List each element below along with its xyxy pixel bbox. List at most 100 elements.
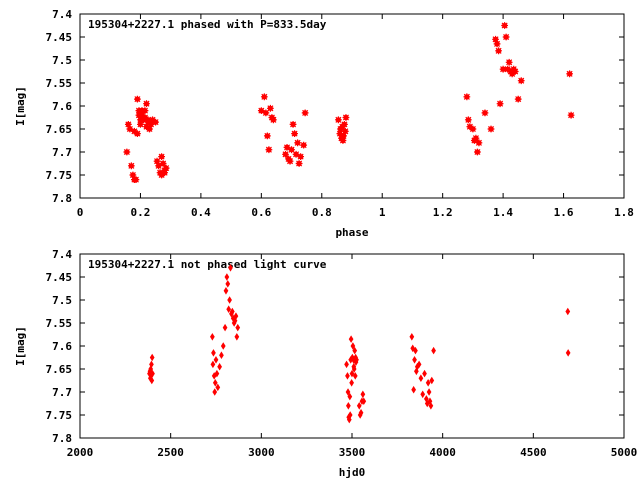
data-point [286, 157, 294, 165]
y-tick-label: 7.5 [52, 54, 72, 67]
x-tick-label: 2000 [67, 446, 94, 459]
data-point [294, 139, 301, 147]
data-point [360, 390, 366, 399]
x-tick-label: 2500 [157, 446, 184, 459]
y-tick-label: 7.65 [46, 363, 73, 376]
data-point [219, 351, 224, 359]
data-point [217, 362, 222, 371]
data-point [152, 118, 159, 126]
data-point [566, 70, 573, 78]
data-point [349, 379, 354, 387]
y-tick-label: 7.45 [46, 271, 73, 284]
data-point [429, 376, 435, 385]
y-tick-label: 7.7 [52, 386, 72, 399]
data-point [428, 402, 434, 410]
data-point [162, 164, 170, 172]
data-point [352, 346, 358, 355]
y-tick-label: 7.45 [46, 31, 73, 44]
x-tick-label: 0.4 [191, 206, 211, 219]
x-tick-label: 4500 [520, 446, 547, 459]
data-point [223, 287, 229, 295]
y-tick-label: 7.4 [52, 8, 72, 21]
data-point [224, 273, 230, 281]
data-point [341, 121, 348, 128]
data-point [134, 95, 141, 103]
data-point [426, 388, 432, 396]
y-tick-label: 7.4 [52, 248, 72, 261]
data-point [282, 150, 289, 158]
x-axis-label: hjd0 [339, 466, 366, 479]
data-point [234, 333, 240, 341]
data-point [348, 335, 354, 343]
data-point [511, 68, 519, 75]
data-point [342, 114, 350, 121]
data-point [149, 376, 155, 385]
x-tick-label: 1.2 [433, 206, 453, 219]
data-point [233, 312, 239, 320]
y-tick-label: 7.75 [46, 169, 73, 182]
data-point [210, 333, 215, 341]
y-tick-label: 7.55 [46, 317, 73, 330]
data-point [144, 118, 152, 126]
data-point [270, 116, 277, 124]
y-axis-label: I[mag] [14, 326, 27, 366]
y-tick-label: 7.75 [46, 409, 73, 422]
data-point [413, 346, 418, 355]
x-axis-label: phase [335, 226, 368, 239]
data-point [210, 360, 216, 369]
data-point [127, 162, 135, 170]
x-tick-label: 1 [379, 206, 386, 219]
data-point [346, 402, 351, 410]
data-point [463, 93, 471, 101]
data-point [517, 77, 525, 85]
data-point [213, 356, 219, 364]
data-point [412, 356, 417, 364]
data-point [267, 104, 274, 112]
data-point [149, 353, 155, 362]
data-point [352, 372, 358, 380]
data-point [495, 47, 502, 55]
data-point [347, 411, 353, 419]
data-point [345, 388, 351, 396]
x-tick-label: 0.6 [251, 206, 271, 219]
x-tick-label: 0.2 [131, 206, 151, 219]
data-point [425, 379, 431, 387]
phased-light-curve-panel: 0 0.2 0.4 0.6 0.8 1 1.2 1.4 1.6 1.8 7.4 7.45 7.5 7.55… [14, 8, 634, 239]
y-tick-label: 7.8 [52, 432, 72, 445]
data-point [214, 369, 220, 378]
unphased-light-curve-panel: 2000 2500 3000 3500 4000 4500 5000 7.4 7.45 7.5 7.… [14, 248, 637, 479]
data-point [431, 346, 436, 355]
y-tick-label: 7.55 [46, 77, 73, 90]
data-point [339, 137, 347, 144]
x-tick-label: 4000 [429, 446, 456, 459]
data-point [143, 100, 150, 108]
data-point [260, 93, 268, 101]
data-point [335, 116, 342, 124]
data-point [347, 392, 353, 401]
data-point [297, 153, 305, 160]
x-tick-label: 3000 [248, 446, 275, 459]
data-point [344, 360, 349, 369]
data-point [229, 307, 235, 316]
data-point [472, 134, 480, 142]
data-point [228, 264, 233, 272]
data-point [257, 107, 265, 114]
data-point [420, 390, 426, 399]
data-point [283, 144, 291, 151]
x-tick-label: 5000 [611, 446, 638, 459]
data-point [416, 360, 422, 369]
y-axis-label: I[mag] [14, 86, 27, 126]
data-point [358, 408, 364, 417]
data-point [226, 305, 232, 313]
data-point [350, 342, 356, 350]
data-point [499, 65, 507, 73]
data-point [211, 349, 216, 357]
data-point [295, 160, 303, 167]
data-point [289, 121, 297, 128]
data-point [409, 333, 415, 341]
y-tick-label: 7.7 [52, 146, 72, 159]
data-point [141, 114, 149, 121]
data-point [502, 33, 510, 41]
data-point [487, 125, 495, 133]
